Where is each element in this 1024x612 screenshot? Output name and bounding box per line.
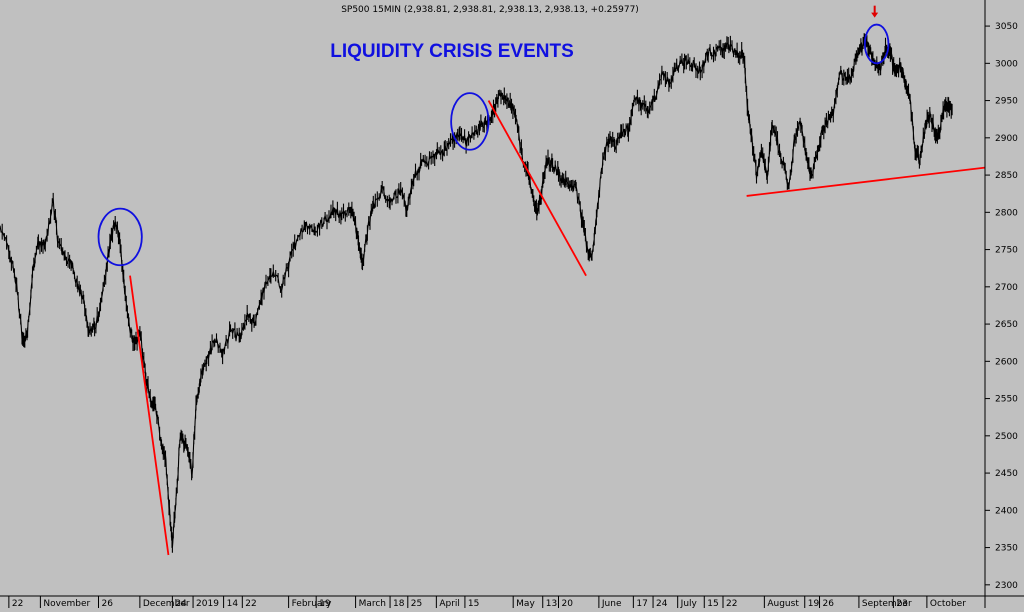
x-tick-label: December <box>143 599 190 608</box>
x-tick-label: August <box>767 599 799 608</box>
x-tick-label: February <box>292 599 333 608</box>
y-tick-label: 2850 <box>995 171 1018 181</box>
trendline <box>487 100 587 277</box>
x-tick-label: September <box>862 599 912 608</box>
x-tick-label: 14 <box>227 599 239 608</box>
event-circle <box>863 23 890 65</box>
x-tick-label: 15 <box>707 599 718 608</box>
annotations <box>97 5 986 556</box>
x-tick-label: 2019 <box>196 599 219 608</box>
x-tick-label: April <box>439 599 460 608</box>
x-tick-label: 25 <box>411 599 422 608</box>
x-tick-label: March <box>359 599 386 608</box>
y-tick-label: 2550 <box>995 395 1018 405</box>
trendline <box>746 166 986 197</box>
y-tick-label: 2650 <box>995 320 1018 330</box>
y-tick-label: 2500 <box>995 432 1018 442</box>
y-tick-label: 2400 <box>995 506 1018 516</box>
y-tick-label: 2800 <box>995 208 1018 218</box>
x-tick-label: October <box>930 599 966 608</box>
x-tick-label: 13 <box>546 599 557 608</box>
x-tick-label: 19 <box>319 599 331 608</box>
x-tick-label: 22 <box>12 599 23 608</box>
x-tick-label: 22 <box>726 599 737 608</box>
y-tick-label: 2350 <box>995 544 1018 554</box>
x-tick-label: 23 <box>896 599 907 608</box>
price-series <box>0 33 953 553</box>
y-tick-label: 2750 <box>995 246 1018 256</box>
trendline <box>129 275 170 556</box>
event-circle <box>450 92 490 151</box>
price-line <box>0 33 953 553</box>
y-tick-label: 2600 <box>995 357 1018 367</box>
x-tick-label: May <box>516 599 535 608</box>
x-tick-label: July <box>680 599 698 608</box>
x-tick-label: 24 <box>656 599 668 608</box>
x-tick-label: 26 <box>102 599 114 608</box>
x-tick-label: 26 <box>823 599 835 608</box>
x-tick-label: 22 <box>245 599 256 608</box>
x-tick-label: 24 <box>175 599 187 608</box>
y-tick-label: 2450 <box>995 469 1018 479</box>
x-tick-label: 19 <box>808 599 820 608</box>
y-tick-label: 2950 <box>995 97 1018 107</box>
y-tick-label: 2700 <box>995 283 1018 293</box>
y-tick-label: 2300 <box>995 581 1018 591</box>
x-tick-label: November <box>43 599 90 608</box>
annotation-title: LIQUIDITY CRISIS EVENTS <box>330 41 574 62</box>
x-tick-label: 15 <box>468 599 479 608</box>
x-tick-label: 20 <box>561 599 573 608</box>
x-tick-label: June <box>601 599 622 608</box>
down-arrow-marker-head <box>871 12 879 18</box>
x-tick-label: 18 <box>393 599 405 608</box>
event-circle <box>97 207 143 267</box>
x-tick-label: 17 <box>636 599 647 608</box>
chart-header: SP500 15MIN (2,938.81, 2,938.81, 2,938.1… <box>341 5 639 15</box>
y-tick-label: 3000 <box>995 59 1018 69</box>
y-tick-label: 3050 <box>995 22 1018 32</box>
y-tick-label: 2900 <box>995 134 1018 144</box>
